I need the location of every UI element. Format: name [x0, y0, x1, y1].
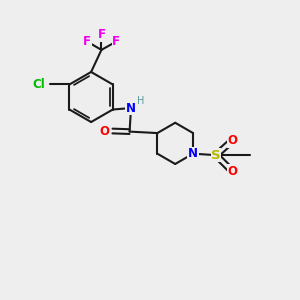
Text: F: F: [98, 28, 105, 41]
Text: O: O: [99, 124, 109, 137]
Text: O: O: [227, 134, 237, 147]
Text: F: F: [112, 35, 120, 48]
Text: S: S: [211, 149, 221, 162]
Text: H: H: [137, 96, 144, 106]
Text: F: F: [83, 35, 91, 48]
Text: N: N: [188, 147, 198, 160]
Text: O: O: [227, 165, 237, 178]
Text: Cl: Cl: [32, 78, 45, 91]
Text: N: N: [126, 101, 136, 115]
